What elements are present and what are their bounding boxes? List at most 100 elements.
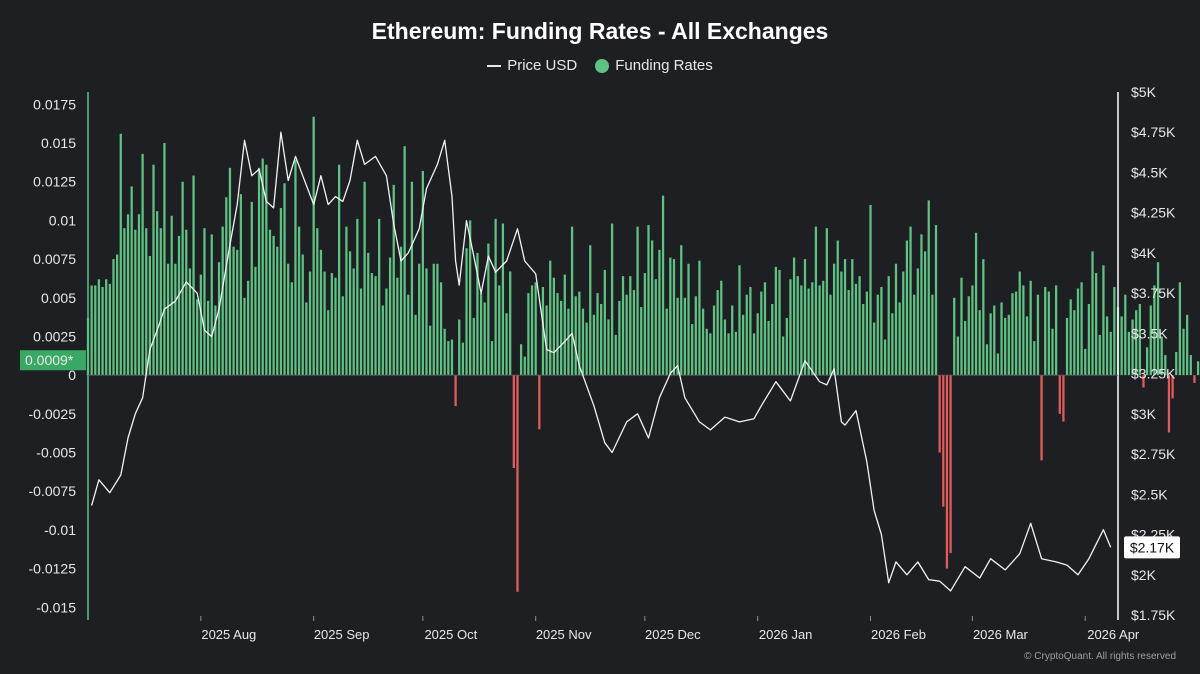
funding-bar xyxy=(1095,273,1098,376)
funding-bar xyxy=(862,303,865,376)
funding-bar xyxy=(985,344,989,376)
funding-bar xyxy=(934,225,938,376)
funding-bar xyxy=(876,294,879,376)
legend-item-price[interactable]: Price USD xyxy=(487,57,577,74)
funding-bar xyxy=(956,336,959,376)
funding-bar xyxy=(709,333,712,376)
funding-bar xyxy=(483,302,486,376)
funding-bar xyxy=(1000,302,1003,376)
funding-bar xyxy=(723,319,727,376)
funding-bar xyxy=(454,375,457,407)
funding-bar xyxy=(272,235,275,376)
funding-bar xyxy=(490,341,494,376)
funding-bar xyxy=(705,328,708,376)
funding-bar xyxy=(1076,288,1080,376)
funding-bar xyxy=(159,228,162,376)
funding-bar xyxy=(403,146,406,376)
funding-bar xyxy=(905,240,909,376)
funding-current-label: 0.0009* xyxy=(25,352,74,368)
funding-bar xyxy=(221,226,224,376)
funding-bar xyxy=(505,313,508,376)
funding-bar xyxy=(134,229,137,376)
funding-bar xyxy=(341,296,344,376)
funding-bar xyxy=(629,276,632,376)
funding-bar xyxy=(811,282,814,376)
funding-bar xyxy=(1175,351,1178,376)
funding-bar xyxy=(196,299,199,376)
funding-bar xyxy=(148,256,151,376)
funding-bar xyxy=(123,228,126,376)
funding-bar xyxy=(676,297,679,376)
tick-labels: 0.0175 0.015 0.0125 0.01 0.0075 0.005 0.0025 0 -… xyxy=(20,84,1180,642)
funding-bar xyxy=(356,218,359,376)
funding-bar xyxy=(858,276,861,376)
funding-bar xyxy=(967,296,970,376)
funding-bar xyxy=(436,263,439,376)
funding-bar xyxy=(527,293,530,376)
funding-bar xyxy=(574,296,577,376)
left-tick-label: 0.0025 xyxy=(33,328,76,344)
legend-item-funding[interactable]: Funding Rates xyxy=(595,57,713,74)
funding-bar xyxy=(945,375,949,569)
funding-bar xyxy=(1029,280,1032,376)
funding-bar xyxy=(643,273,646,376)
funding-bar xyxy=(112,259,115,376)
funding-bar xyxy=(428,325,432,376)
funding-bar xyxy=(97,279,101,376)
funding-bar xyxy=(1007,314,1010,376)
funding-bar xyxy=(807,288,810,376)
funding-bar xyxy=(243,297,246,376)
funding-bar xyxy=(1062,375,1065,422)
funding-bar xyxy=(771,303,774,376)
x-tick-label: 2026 Apr xyxy=(1087,627,1140,642)
funding-bar xyxy=(960,277,963,376)
funding-bar xyxy=(145,228,148,376)
funding-bar xyxy=(971,285,974,376)
left-tick-label: -0.0075 xyxy=(29,483,77,499)
funding-bar xyxy=(865,291,868,376)
funding-bar xyxy=(327,310,330,376)
funding-bar xyxy=(851,259,854,376)
funding-bar xyxy=(1051,328,1054,376)
funding-bar xyxy=(283,183,286,376)
funding-bar xyxy=(407,294,410,376)
price-current-badge xyxy=(1124,536,1180,559)
funding-bars xyxy=(86,116,1200,592)
funding-bar xyxy=(712,305,716,376)
funding-bar xyxy=(174,263,177,376)
price-line xyxy=(90,131,1112,592)
funding-bar xyxy=(1033,341,1036,376)
legend-label-funding: Funding Rates xyxy=(615,57,713,74)
funding-bar xyxy=(512,375,515,468)
funding-bar xyxy=(654,279,657,376)
funding-bar xyxy=(1018,271,1021,376)
left-tick-label: -0.0025 xyxy=(29,406,77,422)
funding-bar xyxy=(1131,319,1134,376)
funding-bar xyxy=(989,313,992,376)
funding-bar xyxy=(978,310,981,376)
funding-bar xyxy=(603,269,606,376)
funding-bar xyxy=(501,223,505,376)
funding-bar xyxy=(370,273,374,376)
funding-bar xyxy=(756,313,759,376)
funding-bar xyxy=(596,293,599,376)
funding-bar xyxy=(388,257,392,376)
left-tick-label: 0.015 xyxy=(41,135,76,151)
funding-bar xyxy=(1196,361,1200,376)
funding-bar xyxy=(636,226,639,376)
funding-bar xyxy=(257,167,261,376)
funding-bar xyxy=(225,197,228,376)
funding-bar xyxy=(691,324,694,376)
legend-line-marker xyxy=(487,64,502,67)
funding-bar xyxy=(214,305,217,376)
funding-bar xyxy=(519,344,523,376)
funding-bar xyxy=(749,286,752,376)
funding-bar xyxy=(115,254,119,376)
funding-bar xyxy=(367,252,370,376)
funding-bar xyxy=(185,229,188,376)
funding-bar xyxy=(1189,355,1192,376)
x-tick-label: 2026 Feb xyxy=(871,627,926,642)
funding-bar xyxy=(268,229,272,376)
funding-bar xyxy=(1065,317,1069,376)
